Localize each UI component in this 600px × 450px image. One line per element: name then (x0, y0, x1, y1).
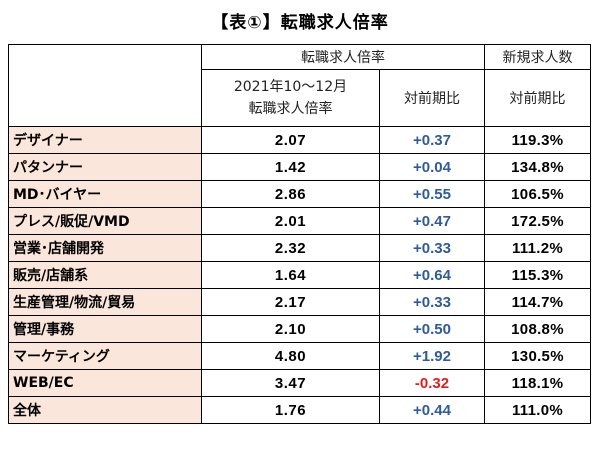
ratio-cell: 2.10 (201, 315, 380, 343)
period-header-line2: 転職求人倍率 (248, 101, 333, 117)
page-title: 【表①】転職求人倍率 (211, 13, 389, 33)
new-yoy-header: 対前期比 (484, 69, 591, 127)
table-row: デザイナー 2.07 +0.37 119.3% (8, 126, 591, 154)
new-jobs-cell: 106.5% (484, 180, 591, 208)
subheader-row: 2021年10～12月 転職求人倍率 対前期比 対前期比 (9, 69, 591, 127)
change-cell: +0.44 (379, 396, 485, 424)
change-cell: +0.33 (379, 288, 485, 316)
period-header: 2021年10～12月 転職求人倍率 (201, 69, 380, 127)
change-cell: +1.92 (379, 342, 485, 370)
new-jobs-cell: 108.8% (484, 315, 591, 343)
table-row: 販売/店舗系 1.64 +0.64 115.3% (8, 261, 591, 289)
change-cell: -0.32 (379, 369, 485, 397)
category-cell: 生産管理/物流/貿易 (8, 288, 202, 316)
change-cell: +0.37 (379, 126, 485, 154)
ratio-cell: 3.47 (201, 369, 380, 397)
change-cell: +0.64 (379, 261, 485, 289)
table-row: MD･バイヤー 2.86 +0.55 106.5% (8, 180, 591, 208)
yoy-header: 対前期比 (379, 69, 485, 127)
change-cell: +0.47 (379, 207, 485, 235)
category-cell: 管理/事務 (8, 315, 202, 343)
corner-cell (8, 44, 202, 127)
new-jobs-cell: 134.8% (484, 153, 591, 181)
ratio-cell: 2.01 (201, 207, 380, 235)
table-row: マーケティング 4.80 +1.92 130.5% (8, 342, 591, 370)
group-header: 転職求人倍率 (201, 44, 485, 70)
ratio-cell: 2.86 (201, 180, 380, 208)
new-jobs-cell: 111.0% (484, 396, 591, 424)
ratio-cell: 1.42 (201, 153, 380, 181)
change-cell: +0.04 (379, 153, 485, 181)
category-cell: プレス/販促/VMD (8, 207, 202, 235)
category-cell: WEB/EC (8, 369, 202, 397)
category-cell: MD･バイヤー (8, 180, 202, 208)
table-row: 管理/事務 2.10 +0.50 108.8% (8, 315, 591, 343)
ratio-cell: 1.64 (201, 261, 380, 289)
category-cell: マーケティング (8, 342, 202, 370)
period-header-line1: 2021年10～12月 (233, 79, 348, 95)
header-row: 転職求人倍率 新規求人数 (8, 44, 591, 127)
category-cell: 販売/店舗系 (8, 261, 202, 289)
new-jobs-cell: 115.3% (484, 261, 591, 289)
job-ratio-table: 転職求人倍率 新規求人数 2021年10～12月 転職求人倍率 対前期比 対前期… (8, 44, 591, 424)
new-jobs-cell: 114.7% (484, 288, 591, 316)
ratio-cell: 2.32 (201, 234, 380, 262)
new-jobs-cell: 172.5% (484, 207, 591, 235)
ratio-cell: 1.76 (201, 396, 380, 424)
table-row: WEB/EC 3.47 -0.32 118.1% (8, 369, 591, 397)
table-row: 全体 1.76 +0.44 111.0% (8, 396, 591, 424)
table-row: プレス/販促/VMD 2.01 +0.47 172.5% (8, 207, 591, 235)
change-cell: +0.33 (379, 234, 485, 262)
table-row: 営業･店舗開発 2.32 +0.33 111.2% (8, 234, 591, 262)
table-row: 生産管理/物流/貿易 2.17 +0.33 114.7% (8, 288, 591, 316)
new-jobs-cell: 111.2% (484, 234, 591, 262)
change-cell: +0.50 (379, 315, 485, 343)
category-cell: 全体 (8, 396, 202, 424)
ratio-cell: 2.07 (201, 126, 380, 154)
table-row: パタンナー 1.42 +0.04 134.8% (8, 153, 591, 181)
new-jobs-cell: 119.3% (484, 126, 591, 154)
ratio-cell: 2.17 (201, 288, 380, 316)
table-body: 転職求人倍率 新規求人数 2021年10～12月 転職求人倍率 対前期比 対前期… (8, 44, 591, 424)
new-jobs-cell: 118.1% (484, 369, 591, 397)
ratio-cell: 4.80 (201, 342, 380, 370)
category-cell: 営業･店舗開発 (8, 234, 202, 262)
new-jobs-cell: 130.5% (484, 342, 591, 370)
new-jobs-header: 新規求人数 (484, 44, 591, 70)
category-cell: パタンナー (8, 153, 202, 181)
change-cell: +0.55 (379, 180, 485, 208)
category-cell: デザイナー (8, 126, 202, 154)
